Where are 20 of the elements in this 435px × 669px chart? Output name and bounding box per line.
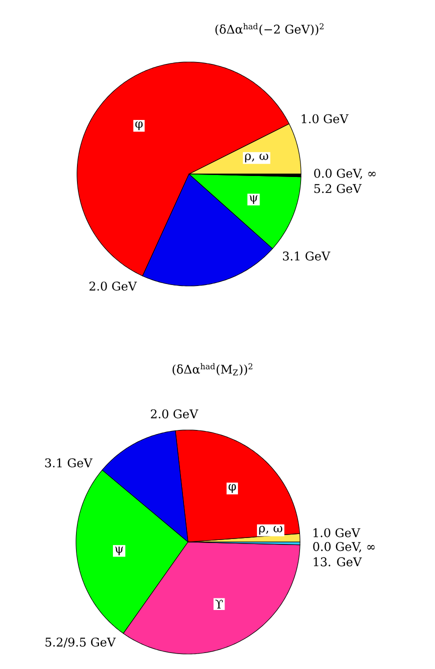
text: 0.0 GeV, ∞ [313, 542, 375, 553]
text: 0.0 GeV, ∞ [314, 168, 376, 180]
slice-label: ρ, ω [245, 154, 268, 162]
slice-label: ψ [250, 195, 258, 204]
text: 2.0 GeV [89, 282, 137, 291]
text: 2.0 GeV [150, 409, 198, 418]
slice-label: ρ, ω [259, 526, 282, 535]
text: 3.1 GeV [283, 252, 330, 261]
slice-label: ϒ [215, 600, 223, 608]
text: 13. GeV [314, 557, 362, 566]
text: 1.0 GeV [314, 528, 360, 538]
text: 5.2/9.5 GeV [46, 638, 116, 648]
chart-title: (δΔα$^{had}$(M$_{Z}$))$^{2}$ [172, 363, 252, 376]
text: 3.1 GeV [45, 458, 93, 468]
slice-label: φ [135, 121, 143, 130]
text: 1.0 GeV [302, 114, 349, 124]
slice-label: φ [228, 484, 236, 493]
chart-title: (δΔα$^{had}$(−2 GeV))$^{2}$ [215, 23, 324, 36]
slice-label: ψ [115, 546, 124, 556]
text: 5.2 GeV [314, 184, 362, 194]
